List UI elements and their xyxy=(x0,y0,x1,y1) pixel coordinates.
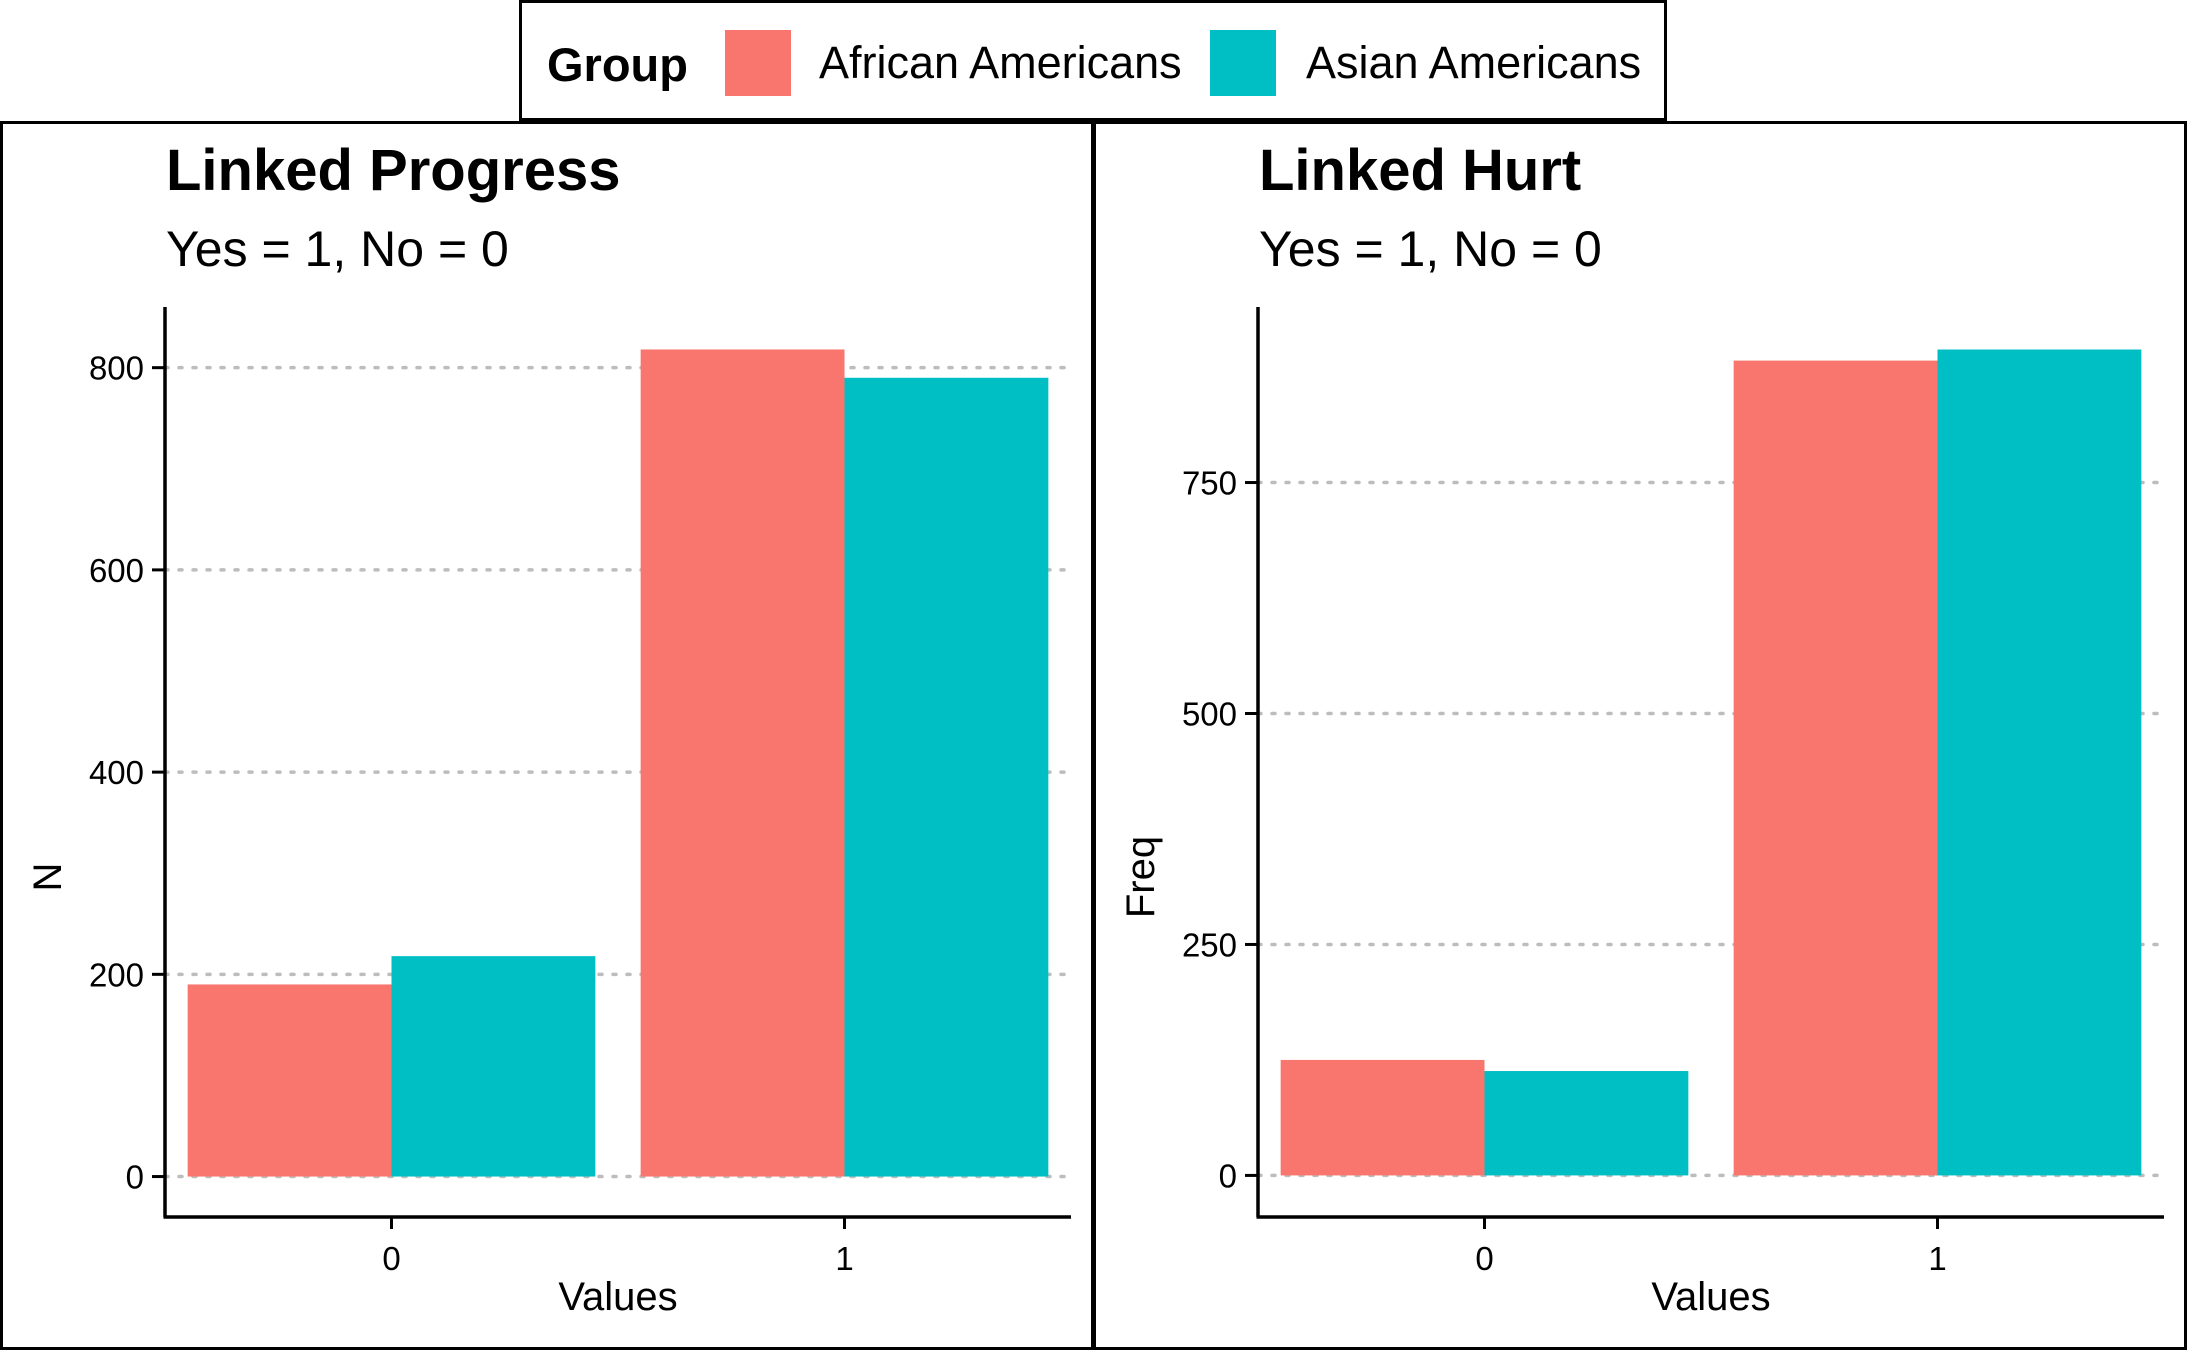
x-axis-label: Values xyxy=(1651,1275,1770,1319)
legend-title: Group xyxy=(547,38,688,91)
y-axis-label: N xyxy=(26,863,70,892)
chart-subtitle: Yes = 1, No = 0 xyxy=(166,221,509,277)
chart-linked-hurt: Linked Hurt Yes = 1, No = 0 0 250 500 750 0 1 Va… xyxy=(1119,138,2166,1319)
legend-label-african-americans: African Americans xyxy=(819,37,1182,88)
x-tick-label: 0 xyxy=(382,1240,400,1277)
bar-african-americans-0 xyxy=(187,984,392,1177)
chart-panel-linked-progress: Linked Progress Yes = 1, No = 0 0 200 400 600… xyxy=(0,121,1094,1350)
bar-asian-americans-1 xyxy=(1937,349,2142,1176)
y-tick-label: 800 xyxy=(89,350,144,387)
y-tick-label: 500 xyxy=(1182,695,1237,732)
legend-swatch-asian-americans xyxy=(1210,30,1276,96)
legend-label-asian-americans: Asian Americans xyxy=(1306,37,1642,88)
bar-african-americans-1 xyxy=(640,349,845,1177)
bar-asian-americans-1 xyxy=(844,377,1049,1177)
chart-panel-linked-hurt: Linked Hurt Yes = 1, No = 0 0 250 500 750 0 1 Va… xyxy=(1093,121,2187,1350)
y-tick-label: 0 xyxy=(1219,1157,1237,1194)
y-axis-label: Freq xyxy=(1119,836,1163,918)
x-tick-label: 1 xyxy=(1928,1240,1946,1277)
bar-asian-americans-0 xyxy=(391,956,596,1177)
y-tick-label: 600 xyxy=(89,552,144,589)
y-tick-label: 0 xyxy=(126,1159,144,1196)
legend-swatch-african-americans xyxy=(725,30,791,96)
bar-african-americans-0 xyxy=(1280,1059,1485,1176)
y-tick-label: 200 xyxy=(89,956,144,993)
bar-asian-americans-0 xyxy=(1484,1071,1689,1176)
y-tick-label: 400 xyxy=(89,754,144,791)
chart-title: Linked Progress xyxy=(166,138,620,203)
chart-linked-progress: Linked Progress Yes = 1, No = 0 0 200 400 600… xyxy=(26,138,1073,1319)
x-axis-label: Values xyxy=(558,1275,677,1319)
x-tick-label: 1 xyxy=(835,1240,853,1277)
x-tick-label: 0 xyxy=(1475,1240,1493,1277)
y-tick-label: 750 xyxy=(1182,465,1237,502)
bar-african-americans-1 xyxy=(1733,360,1938,1176)
chart-title: Linked Hurt xyxy=(1259,138,1581,203)
y-tick-label: 250 xyxy=(1182,926,1237,963)
chart-subtitle: Yes = 1, No = 0 xyxy=(1259,221,1602,277)
legend: Group African Americans Asian Americans xyxy=(519,0,1667,121)
